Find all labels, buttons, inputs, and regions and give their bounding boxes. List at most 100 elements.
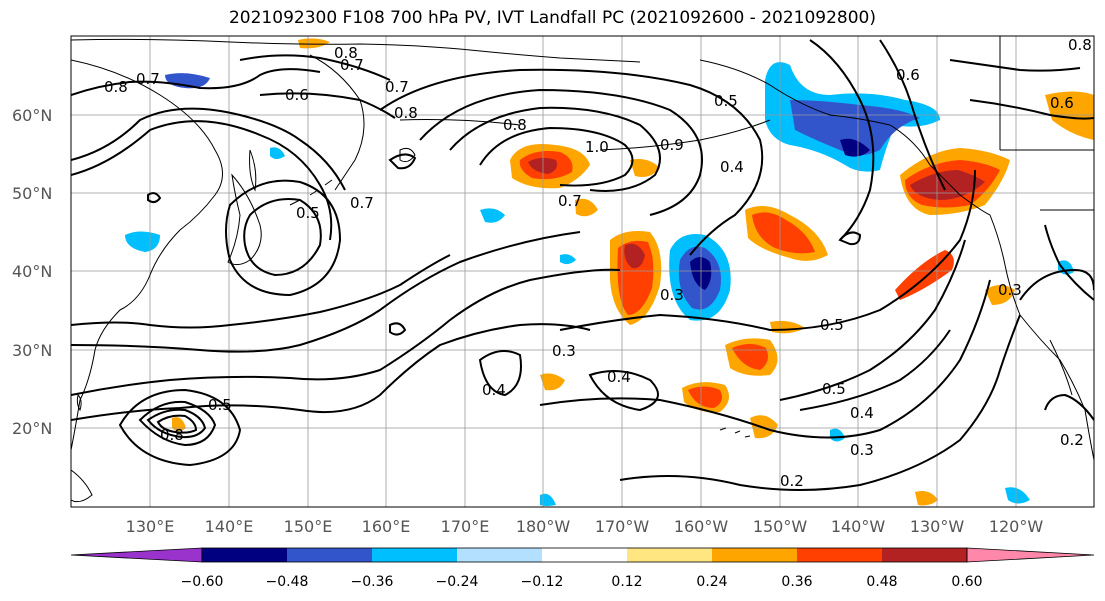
positive-anomaly-170w-deep — [624, 243, 645, 269]
contour-label-layer: 0.8 0.7 0.8 0.7 0.6 0.7 0.8 0.8 1.0 0.9 … — [104, 36, 1092, 490]
hawaii-islands — [719, 427, 751, 438]
pv-contour — [239, 54, 391, 81]
taiwan-island — [76, 394, 82, 412]
positive-anomaly-small-e — [1045, 91, 1094, 140]
lat-label: 20°N — [12, 419, 52, 438]
contour-label: 1.0 — [585, 138, 609, 156]
pv-contour — [156, 414, 198, 434]
negative-anomaly-small1 — [480, 208, 505, 223]
contour-label: 0.3 — [850, 441, 874, 459]
pv-contour — [809, 39, 875, 241]
negative-anomaly-small4 — [1005, 487, 1030, 504]
contour-label: 0.8 — [394, 104, 418, 122]
pv-contour — [1044, 393, 1094, 421]
pv-contour — [259, 92, 396, 119]
pv-contour — [588, 370, 659, 412]
colorbar-cell — [882, 548, 967, 562]
colorbar-tick: 0.24 — [696, 574, 727, 590]
pv-contour — [539, 279, 991, 439]
contour-label: 0.5 — [208, 396, 232, 414]
contour-label: 0.8 — [104, 78, 128, 96]
contour-label: 0.7 — [385, 78, 409, 96]
lat-label: 60°N — [12, 106, 52, 125]
colorbar-tick: −0.12 — [521, 574, 564, 590]
pv-contour — [379, 68, 764, 256]
lon-label: 140°E — [205, 517, 254, 536]
colorbar-cell — [372, 548, 457, 562]
colorbar-tick: −0.60 — [181, 574, 224, 590]
colorbar-cell — [202, 548, 287, 562]
contour-label: 0.7 — [350, 194, 374, 212]
positive-anomaly-150w-core — [752, 212, 815, 254]
pv-contour — [118, 388, 242, 467]
colorbar-cell — [797, 548, 882, 562]
contour-label: 0.4 — [607, 368, 631, 386]
lon-label: 160°E — [362, 517, 411, 536]
colorbar-tick: 0.12 — [611, 574, 642, 590]
sakhalin-coast — [249, 149, 257, 192]
pv-contour — [225, 179, 342, 297]
contour-label: 0.8 — [160, 426, 184, 444]
contour-label: 0.8 — [503, 116, 527, 134]
pv-contour — [419, 88, 703, 216]
contour-label: 0.4 — [482, 381, 506, 399]
pv-contour — [779, 239, 966, 401]
positive-anomaly-small-i — [915, 491, 938, 506]
pv-contour — [71, 254, 451, 329]
contour-label: 0.6 — [285, 86, 309, 104]
lon-label: 120°W — [989, 517, 1044, 536]
negative-anomaly-alaska-deep — [840, 138, 870, 157]
us-border — [999, 36, 1094, 211]
colorbar-tick: 0.36 — [781, 574, 812, 590]
colorbar-cell — [287, 548, 372, 562]
contour-label: 0.5 — [822, 380, 846, 398]
colorbar-cell — [966, 547, 1095, 563]
contour-label: 0.6 — [896, 66, 920, 84]
colorbar-tick: −0.36 — [351, 574, 394, 590]
colorbar-tick: 0.60 — [951, 574, 982, 590]
pv-contour — [389, 322, 407, 336]
lon-label: 170°W — [595, 517, 650, 536]
contour-label: 0.7 — [136, 70, 160, 88]
colorbar-cell — [70, 547, 203, 563]
contour-label: 0.2 — [1060, 431, 1084, 449]
colorbar: −0.60 −0.48 −0.36 −0.24 −0.12 0.12 0.24 … — [70, 547, 1095, 590]
contour-label: 0.7 — [558, 192, 582, 210]
colorbar-ticks: −0.60 −0.48 −0.36 −0.24 −0.12 0.12 0.24 … — [181, 574, 983, 590]
map-title: 2021092300 F108 700 hPa PV, IVT Landfall… — [228, 8, 876, 28]
pv-contour — [1019, 268, 1094, 301]
pv-contour — [619, 314, 1021, 491]
latitude-labels: 20°N 30°N 40°N 50°N 60°N — [12, 106, 52, 438]
lon-label: 140°W — [831, 517, 886, 536]
pv-contour — [243, 198, 322, 277]
contour-label: 0.2 — [780, 472, 804, 490]
pv-contour — [559, 169, 976, 332]
contour-label: 0.3 — [660, 286, 684, 304]
na-west-coast — [989, 214, 1094, 461]
lon-label: 160°W — [674, 517, 729, 536]
positive-anomaly-25n-core — [688, 386, 722, 408]
lat-label: 30°N — [12, 341, 52, 360]
pv-contour — [479, 126, 634, 187]
baja-coast — [1049, 339, 1073, 396]
positive-anomaly-small-a — [540, 373, 565, 391]
pv-contour — [949, 59, 1081, 72]
positive-anomaly-small-b — [750, 415, 778, 439]
philippines-islands — [71, 469, 93, 503]
positive-anomaly-small-g — [630, 159, 660, 177]
contour-label: 0.7 — [340, 56, 364, 74]
positive-anomaly-145w-core — [732, 344, 768, 370]
colorbar-cell — [542, 548, 627, 562]
pv-contour — [71, 107, 346, 191]
contour-label: 0.4 — [720, 158, 744, 176]
colorbar-cell — [457, 548, 542, 562]
contour-label: 0.5 — [714, 92, 738, 110]
lat-label: 50°N — [12, 184, 52, 203]
negative-anomaly-japan — [125, 231, 160, 252]
contour-label: 0.5 — [296, 204, 320, 222]
contour-label: 0.4 — [850, 404, 874, 422]
contour-label: 0.5 — [820, 316, 844, 334]
colorbar-tick: −0.24 — [436, 574, 479, 590]
lon-label: 170°E — [441, 517, 490, 536]
